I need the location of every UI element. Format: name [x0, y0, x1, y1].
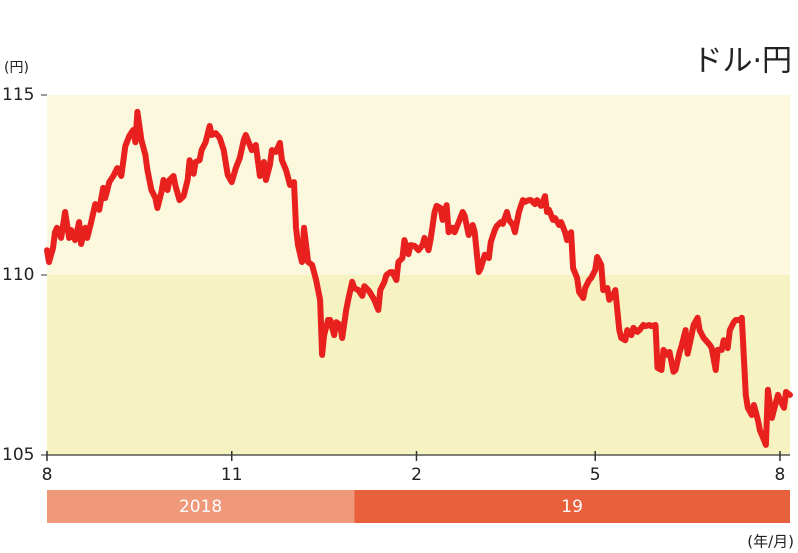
x-tick-label: 5	[590, 465, 601, 485]
x-tick-label: 2	[411, 465, 422, 485]
y-unit: (円)	[4, 60, 29, 76]
period-label: 2018	[179, 497, 222, 517]
period-band	[47, 490, 355, 523]
background-band	[47, 275, 790, 455]
y-tick-label: 115	[2, 85, 34, 105]
y-tick-label: 110	[2, 265, 34, 285]
y-tick-label: 105	[2, 445, 34, 465]
x-tick-label: 11	[221, 465, 243, 485]
price-line	[44, 108, 793, 448]
period-label: 19	[561, 497, 583, 517]
chart-title: ドル·円	[692, 44, 792, 79]
x-tick-label: 8	[42, 465, 53, 485]
x-unit: (年/月)	[747, 533, 794, 551]
period-band	[354, 490, 790, 523]
x-tick-label: 8	[775, 465, 786, 485]
